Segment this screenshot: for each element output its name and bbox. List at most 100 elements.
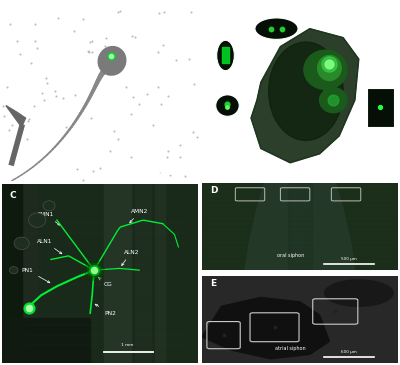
Point <box>53 93 60 99</box>
Point <box>128 154 134 160</box>
Text: atrial siphon: atrial siphon <box>275 346 306 351</box>
Point <box>34 45 40 51</box>
Point <box>190 129 196 135</box>
Bar <box>2 318 90 363</box>
Point <box>59 95 66 101</box>
Point <box>160 42 166 47</box>
Text: A: A <box>10 12 17 22</box>
Point <box>85 49 91 54</box>
Point <box>158 101 164 107</box>
Point <box>90 168 96 174</box>
Text: AMN1: AMN1 <box>37 212 60 225</box>
Point <box>52 88 58 94</box>
Point <box>173 57 179 63</box>
Polygon shape <box>245 182 355 270</box>
Point <box>326 61 333 67</box>
Point <box>181 173 188 179</box>
Point <box>108 53 114 59</box>
Text: oral siphon: oral siphon <box>216 123 239 127</box>
Text: oral siphon: oral siphon <box>276 253 304 258</box>
Point <box>144 91 151 97</box>
Point <box>190 81 197 87</box>
Point <box>44 80 50 85</box>
Point <box>28 60 34 66</box>
Point <box>271 324 278 330</box>
Ellipse shape <box>217 40 234 71</box>
Point <box>91 267 97 273</box>
Point <box>106 148 113 154</box>
Text: ALN2: ALN2 <box>122 250 139 265</box>
Point <box>43 75 49 81</box>
Text: ALN1: ALN1 <box>37 239 62 254</box>
Bar <box>135 184 151 363</box>
Point <box>135 101 142 107</box>
Point <box>330 97 336 103</box>
Point <box>224 101 231 107</box>
Point <box>224 104 231 110</box>
Point <box>6 127 12 133</box>
Text: B: B <box>210 9 217 18</box>
Bar <box>2 184 22 363</box>
Ellipse shape <box>14 237 29 250</box>
Point <box>132 34 138 40</box>
Ellipse shape <box>324 280 393 306</box>
Point <box>9 123 16 128</box>
Point <box>130 94 136 100</box>
Polygon shape <box>202 297 330 359</box>
Text: PN1: PN1 <box>22 268 50 283</box>
Text: 1 mm: 1 mm <box>121 343 134 347</box>
Text: 100 μm: 100 μm <box>353 164 369 168</box>
Ellipse shape <box>10 266 18 274</box>
Point <box>326 61 333 67</box>
Point <box>155 84 161 90</box>
Ellipse shape <box>43 201 55 211</box>
Point <box>156 10 162 16</box>
Point <box>164 148 171 154</box>
Point <box>177 142 183 148</box>
Ellipse shape <box>29 213 46 227</box>
Text: C: C <box>10 192 16 200</box>
Point <box>80 16 86 22</box>
Point <box>116 47 123 53</box>
Point <box>88 115 94 120</box>
Point <box>123 84 130 90</box>
Text: CG: CG <box>98 278 113 287</box>
Point <box>220 332 227 338</box>
Point <box>91 267 97 273</box>
Point <box>279 26 286 32</box>
Point <box>129 33 136 39</box>
Point <box>17 51 23 57</box>
Polygon shape <box>251 29 359 163</box>
Point <box>102 53 108 59</box>
Point <box>167 172 173 177</box>
Point <box>377 104 384 110</box>
Point <box>14 38 20 44</box>
Point <box>80 177 86 183</box>
Bar <box>288 182 312 270</box>
Text: E: E <box>210 279 216 288</box>
Point <box>116 8 123 14</box>
Point <box>108 53 114 59</box>
Point <box>115 136 121 142</box>
Point <box>3 84 10 90</box>
Point <box>105 69 111 75</box>
Point <box>164 154 170 160</box>
Point <box>150 122 156 127</box>
Point <box>103 35 110 41</box>
Point <box>89 39 96 45</box>
Point <box>72 92 78 98</box>
Ellipse shape <box>318 55 341 81</box>
Point <box>97 165 104 171</box>
Ellipse shape <box>255 18 298 39</box>
Point <box>26 305 33 311</box>
Point <box>128 112 134 118</box>
Ellipse shape <box>304 50 347 89</box>
Point <box>193 135 200 141</box>
Point <box>0 103 7 108</box>
Point <box>85 49 92 55</box>
Ellipse shape <box>216 95 239 116</box>
Text: PN2: PN2 <box>95 304 116 316</box>
Polygon shape <box>222 47 229 63</box>
Point <box>89 49 95 55</box>
Point <box>87 39 93 45</box>
